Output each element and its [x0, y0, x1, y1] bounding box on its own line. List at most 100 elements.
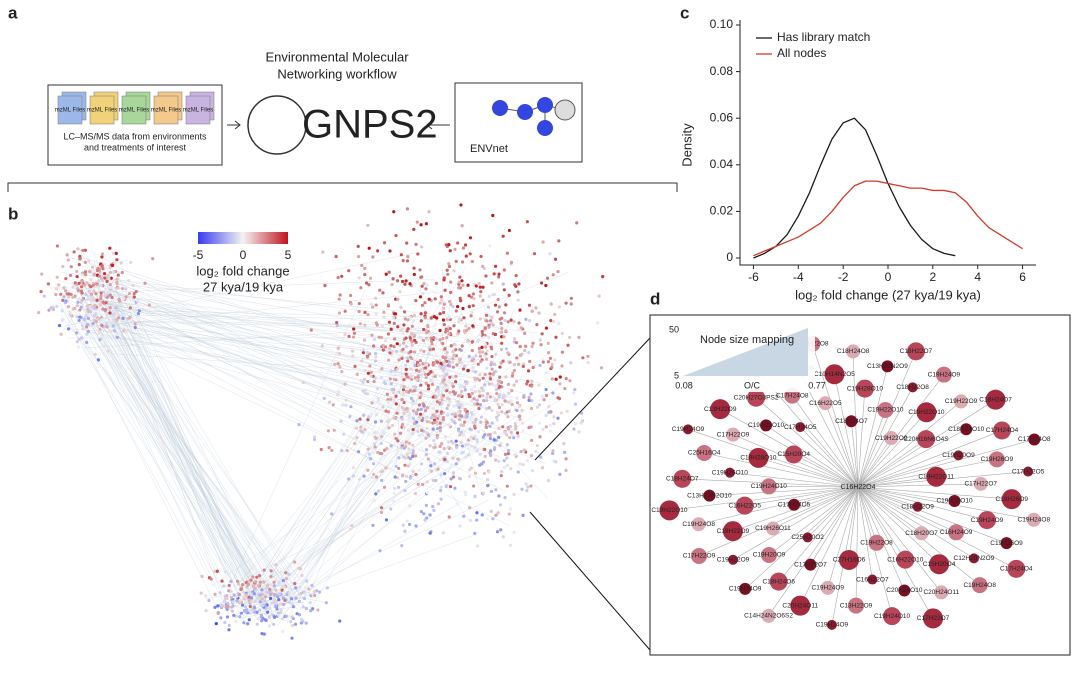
network-node	[464, 493, 468, 497]
network-node	[419, 348, 423, 352]
sub-node	[896, 550, 915, 569]
network-node	[358, 477, 362, 481]
network-node	[451, 365, 455, 369]
network-node	[479, 415, 484, 419]
network-node	[343, 309, 347, 313]
network-node	[366, 371, 370, 375]
network-node	[446, 272, 450, 276]
network-node	[427, 297, 431, 301]
network-node	[443, 435, 448, 439]
network-node	[523, 348, 527, 353]
network-node	[226, 604, 230, 608]
network-node	[501, 359, 505, 363]
edge	[432, 343, 505, 395]
edge	[101, 297, 268, 603]
network-node	[419, 319, 423, 323]
node-label: C20H24O10	[886, 587, 923, 594]
network-node	[99, 283, 103, 288]
network-node	[372, 344, 376, 348]
network-node	[216, 604, 220, 608]
node-label: C20H16N6O4S	[903, 436, 949, 443]
network-node	[93, 307, 97, 311]
network-node	[246, 622, 250, 626]
edge	[271, 326, 501, 585]
network-node	[304, 606, 309, 611]
x-tick-label: 6	[1019, 270, 1026, 284]
network-node	[551, 391, 555, 395]
network-node	[427, 345, 432, 349]
network-node	[563, 387, 567, 391]
network-node	[273, 604, 277, 608]
network-node	[442, 276, 446, 280]
edge	[76, 284, 247, 627]
sub-edge	[778, 486, 859, 582]
network-node	[424, 222, 428, 226]
network-node	[438, 426, 442, 430]
network-node	[107, 276, 111, 280]
node-label: C19H26O9	[981, 456, 1014, 463]
edge	[280, 500, 465, 607]
network-node	[458, 414, 462, 418]
network-node	[331, 403, 335, 407]
network-node	[235, 599, 239, 603]
network-node	[59, 292, 63, 296]
network-node	[502, 459, 506, 463]
network-node	[502, 288, 506, 292]
node-label: C17H22O7	[794, 561, 827, 568]
sub-edge	[807, 486, 859, 538]
network-node	[453, 343, 457, 347]
edge	[89, 303, 380, 453]
network-node	[410, 332, 414, 336]
network-node	[315, 589, 319, 593]
network-node	[151, 257, 155, 261]
sub-node	[884, 431, 899, 446]
network-node	[91, 297, 95, 301]
network-node	[406, 255, 410, 259]
network-node	[485, 517, 489, 521]
network-node	[336, 362, 340, 366]
network-node	[475, 402, 480, 406]
network-node	[416, 424, 420, 428]
network-node	[424, 328, 428, 333]
network-node	[390, 282, 394, 287]
network-node	[515, 431, 520, 435]
size-wedge	[683, 328, 808, 376]
data-caption: and treatments of interest	[84, 142, 187, 152]
network-node	[445, 268, 449, 272]
network-node	[62, 286, 66, 290]
network-node	[133, 325, 137, 330]
network-node	[338, 365, 342, 369]
network-node	[250, 596, 254, 600]
network-node	[82, 317, 86, 322]
network-node	[373, 376, 377, 380]
network-node	[106, 291, 110, 295]
network-node	[105, 279, 109, 284]
network-node	[418, 396, 422, 400]
network-node	[434, 478, 438, 483]
network-node	[277, 613, 281, 617]
network-node	[513, 283, 517, 287]
network-node	[400, 544, 404, 548]
network-node	[59, 332, 63, 336]
network-node	[359, 425, 363, 429]
network-node	[384, 466, 388, 470]
network-node	[400, 327, 404, 331]
network-node	[422, 512, 426, 516]
network-node	[376, 249, 380, 253]
network-node	[400, 453, 404, 457]
edge	[275, 578, 292, 591]
network-node	[495, 310, 500, 314]
network-node	[453, 412, 457, 416]
network-node	[453, 421, 457, 425]
network-node	[115, 335, 119, 339]
network-node	[390, 423, 395, 428]
network-node	[279, 608, 283, 612]
network-node	[55, 275, 59, 279]
edge	[85, 291, 270, 591]
network-node	[518, 417, 522, 422]
network-node	[572, 391, 576, 395]
network-node	[509, 260, 514, 264]
network-node	[304, 621, 308, 625]
network-node	[482, 491, 486, 495]
sub-edge	[851, 421, 859, 488]
